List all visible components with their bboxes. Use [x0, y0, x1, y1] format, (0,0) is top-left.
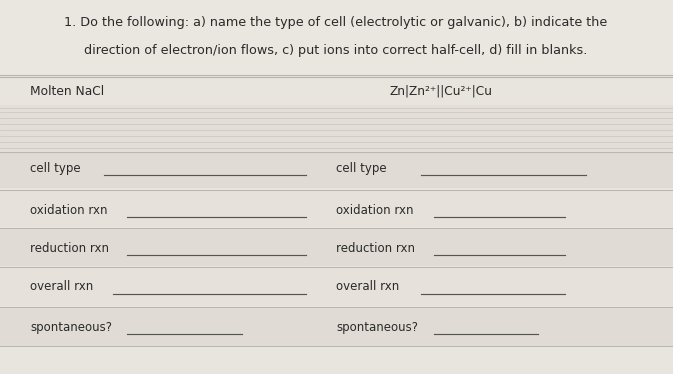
Text: oxidation rxn: oxidation rxn [336, 203, 413, 217]
Text: 1. Do the following: a) name the type of cell (electrolytic or galvanic), b) ind: 1. Do the following: a) name the type of… [65, 15, 608, 28]
Text: reduction rxn: reduction rxn [336, 242, 415, 254]
Text: reduction rxn: reduction rxn [30, 242, 109, 254]
Bar [0, 77, 673, 105]
Text: Zn|Zn²⁺||Cu²⁺|Cu: Zn|Zn²⁺||Cu²⁺|Cu [390, 85, 493, 98]
Bar [0, 152, 673, 188]
Bar [0, 267, 673, 306]
Text: spontaneous?: spontaneous? [30, 321, 112, 334]
Text: cell type: cell type [336, 162, 386, 175]
Bar [0, 105, 673, 155]
Text: direction of electron/ion flows, c) put ions into correct half-cell, d) fill in : direction of electron/ion flows, c) put … [84, 43, 588, 56]
Text: Molten NaCl: Molten NaCl [30, 85, 104, 98]
Bar [0, 0, 673, 75]
Text: overall rxn: overall rxn [336, 280, 399, 294]
Text: overall rxn: overall rxn [30, 280, 94, 294]
Text: cell type: cell type [30, 162, 81, 175]
Bar [0, 190, 673, 227]
Bar [0, 307, 673, 346]
Text: spontaneous?: spontaneous? [336, 321, 418, 334]
Bar [0, 228, 673, 266]
Text: oxidation rxn: oxidation rxn [30, 203, 108, 217]
